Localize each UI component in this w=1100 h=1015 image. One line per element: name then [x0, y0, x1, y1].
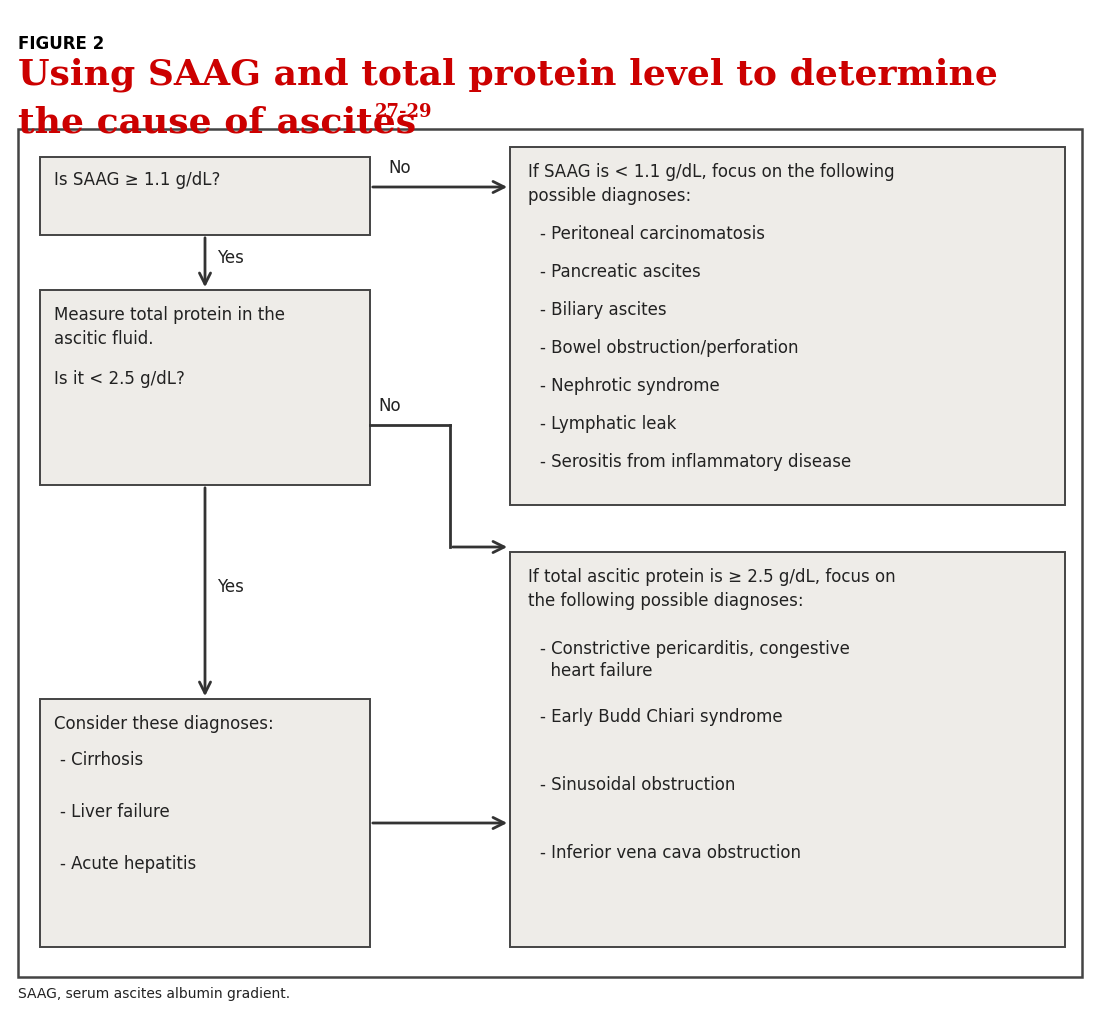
Text: the cause of ascites: the cause of ascites: [18, 105, 416, 139]
Text: FIGURE 2: FIGURE 2: [18, 35, 104, 53]
Text: Measure total protein in the
ascitic fluid.: Measure total protein in the ascitic flu…: [54, 306, 285, 347]
Text: - Constrictive pericarditis, congestive
  heart failure: - Constrictive pericarditis, congestive …: [540, 640, 850, 680]
Text: No: No: [388, 159, 410, 177]
Text: - Biliary ascites: - Biliary ascites: [540, 301, 667, 319]
FancyBboxPatch shape: [18, 129, 1082, 977]
Text: Is it < 2.5 g/dL?: Is it < 2.5 g/dL?: [54, 370, 185, 388]
Text: SAAG, serum ascites albumin gradient.: SAAG, serum ascites albumin gradient.: [18, 987, 290, 1001]
Text: 27-29: 27-29: [375, 103, 432, 121]
Text: - Inferior vena cava obstruction: - Inferior vena cava obstruction: [540, 844, 801, 862]
Text: - Cirrhosis: - Cirrhosis: [60, 751, 143, 769]
Text: - Lymphatic leak: - Lymphatic leak: [540, 415, 676, 433]
Text: - Early Budd Chiari syndrome: - Early Budd Chiari syndrome: [540, 708, 782, 726]
Text: If SAAG is < 1.1 g/dL, focus on the following
possible diagnoses:: If SAAG is < 1.1 g/dL, focus on the foll…: [528, 163, 894, 205]
FancyBboxPatch shape: [510, 552, 1065, 947]
FancyBboxPatch shape: [40, 290, 370, 485]
Text: - Serositis from inflammatory disease: - Serositis from inflammatory disease: [540, 453, 851, 471]
Text: Is SAAG ≥ 1.1 g/dL?: Is SAAG ≥ 1.1 g/dL?: [54, 171, 220, 189]
Text: - Nephrotic syndrome: - Nephrotic syndrome: [540, 377, 719, 395]
FancyBboxPatch shape: [510, 147, 1065, 505]
Text: - Acute hepatitis: - Acute hepatitis: [60, 855, 196, 873]
Text: Yes: Yes: [217, 249, 244, 267]
Text: - Peritoneal carcinomatosis: - Peritoneal carcinomatosis: [540, 225, 764, 243]
Text: Using SAAG and total protein level to determine: Using SAAG and total protein level to de…: [18, 57, 998, 91]
FancyBboxPatch shape: [40, 699, 370, 947]
Text: - Pancreatic ascites: - Pancreatic ascites: [540, 263, 701, 281]
FancyBboxPatch shape: [40, 157, 370, 235]
Text: Consider these diagnoses:: Consider these diagnoses:: [54, 715, 274, 733]
Text: Yes: Yes: [217, 578, 244, 596]
Text: - Sinusoidal obstruction: - Sinusoidal obstruction: [540, 776, 736, 794]
Text: - Liver failure: - Liver failure: [60, 803, 169, 821]
Text: - Bowel obstruction/perforation: - Bowel obstruction/perforation: [540, 339, 799, 357]
Text: No: No: [378, 397, 400, 415]
Text: If total ascitic protein is ≥ 2.5 g/dL, focus on
the following possible diagnose: If total ascitic protein is ≥ 2.5 g/dL, …: [528, 568, 895, 610]
